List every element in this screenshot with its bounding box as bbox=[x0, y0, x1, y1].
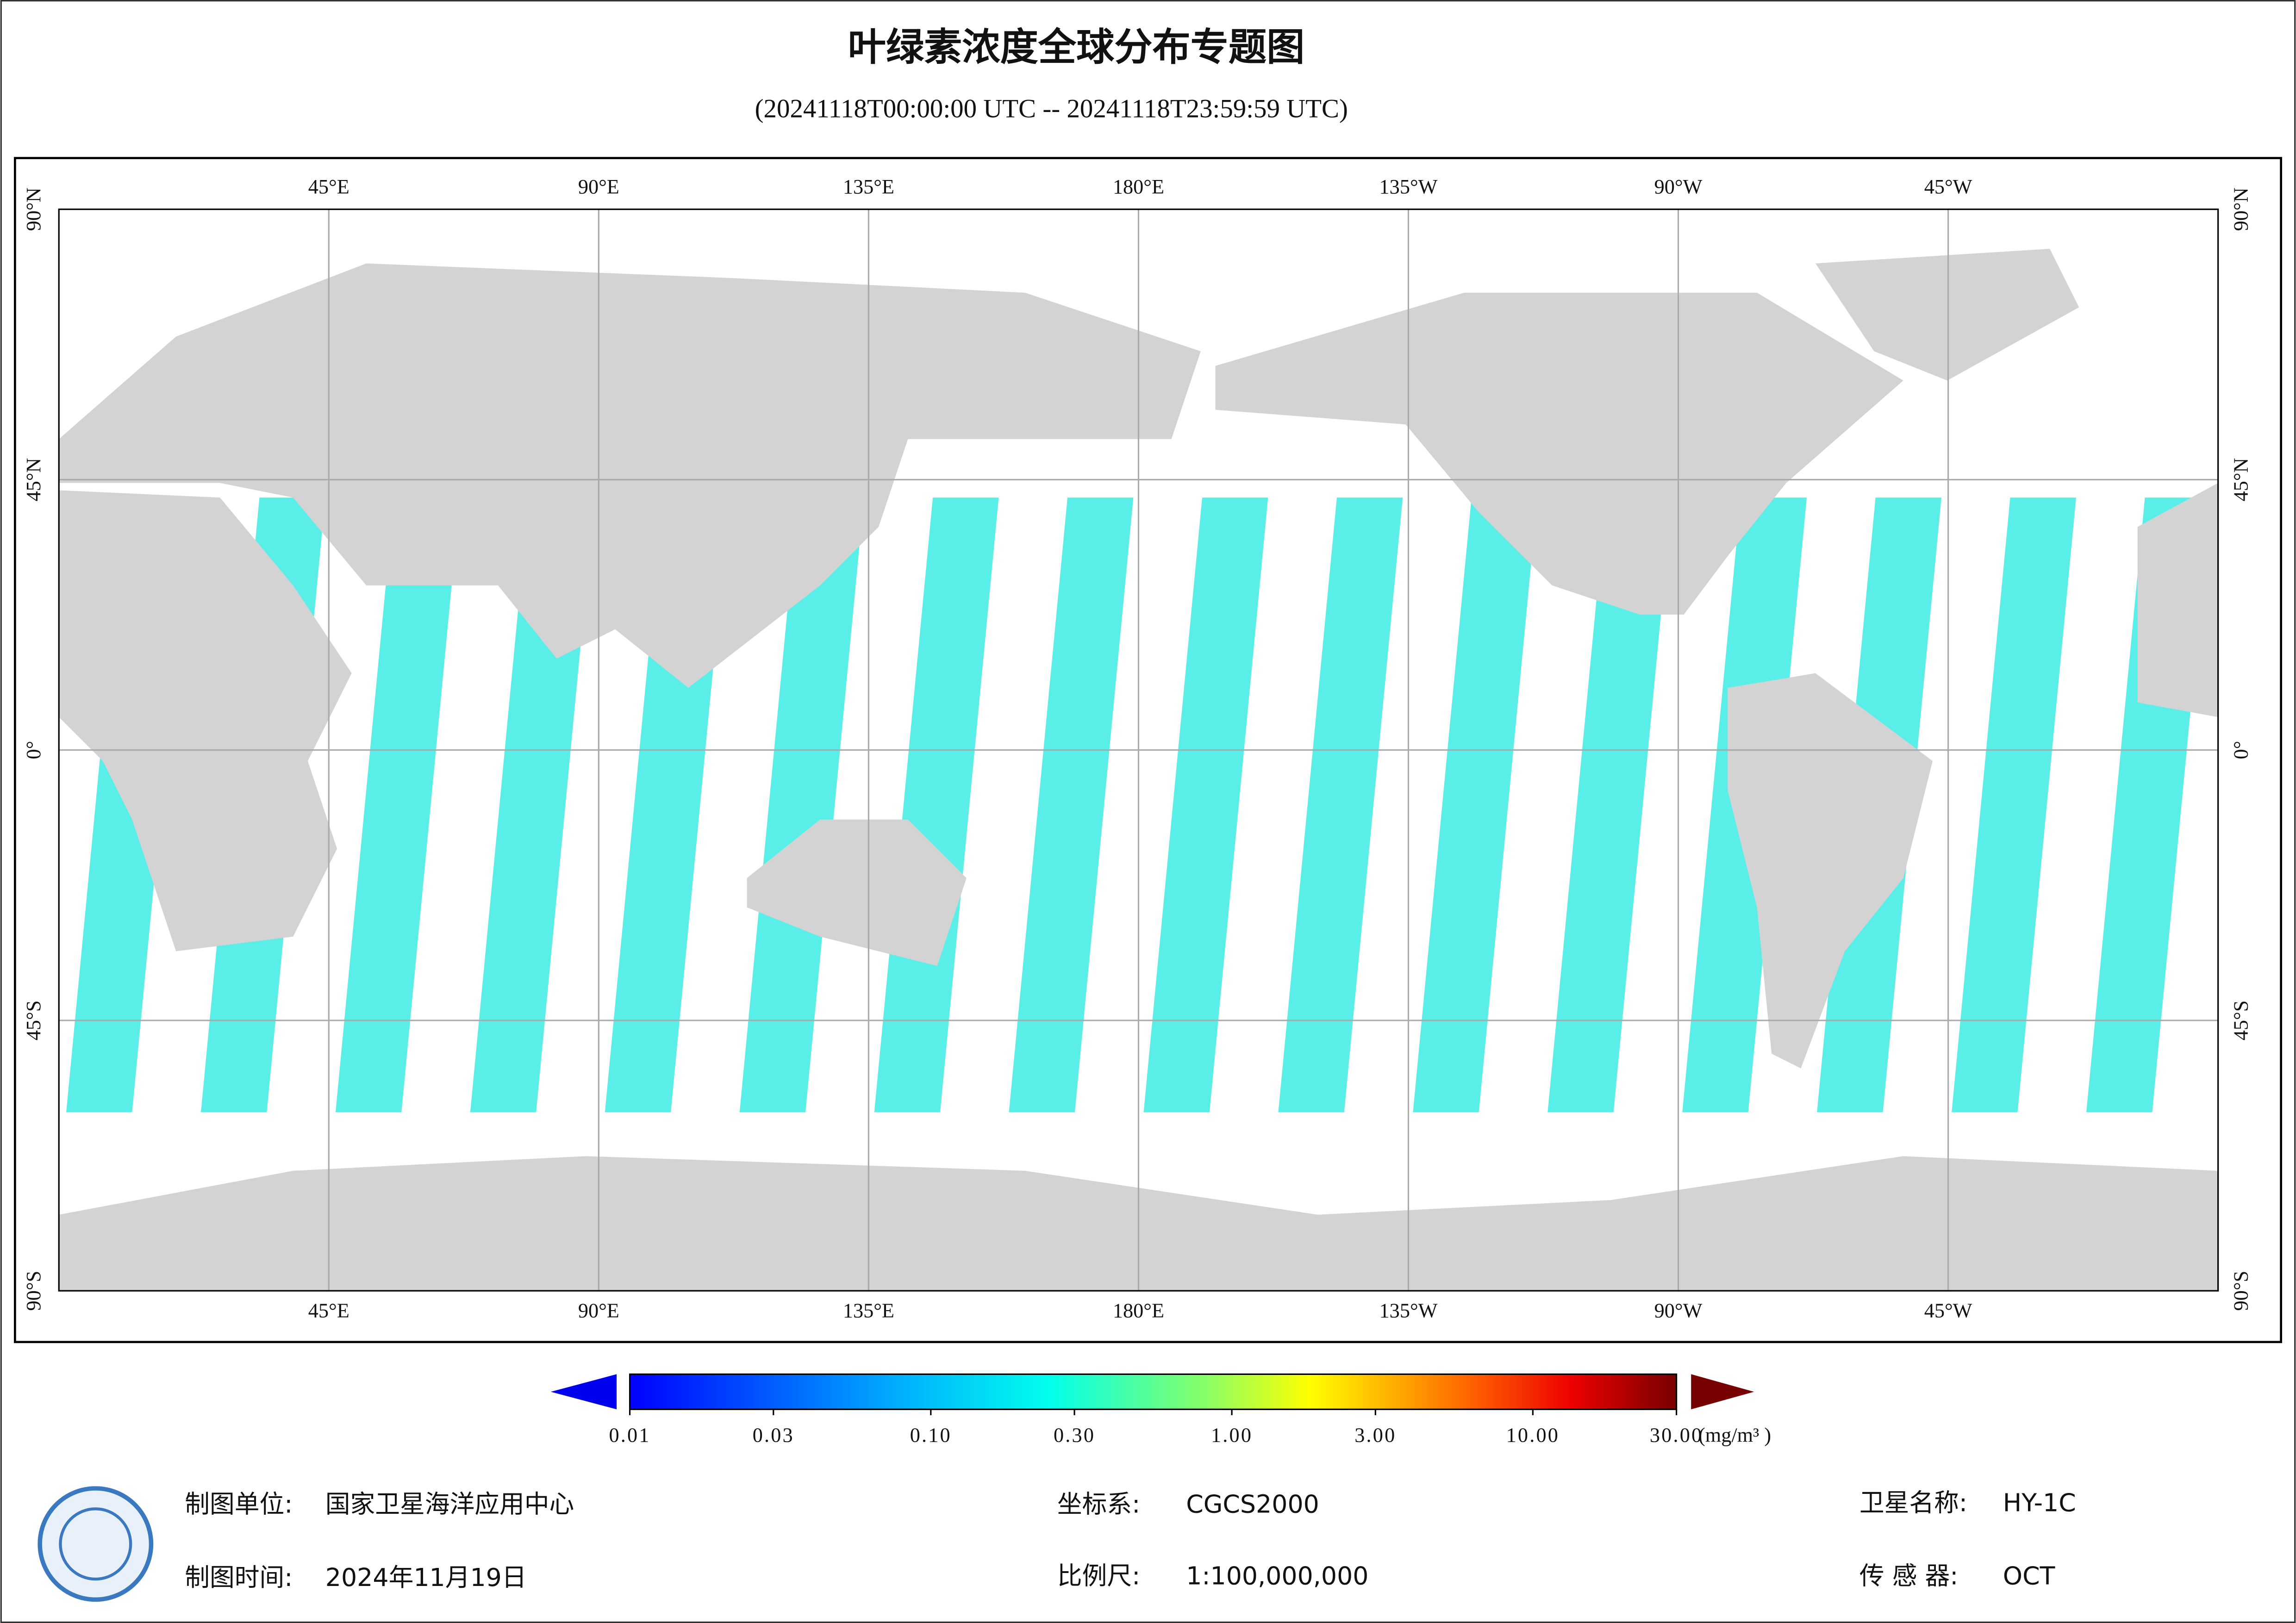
colorbar-tick-label: 1.00 bbox=[1211, 1424, 1253, 1447]
swath bbox=[739, 497, 864, 1113]
lat-label-left: 45°N bbox=[22, 458, 45, 501]
colorbar-tick-label: 0.30 bbox=[1054, 1424, 1095, 1447]
subtitle: (20241118T00:00:00 UTC -- 20241118T23:59… bbox=[755, 94, 1348, 123]
colorbar-tick-label: 0.03 bbox=[753, 1424, 794, 1447]
graticule-labels: 45°E 45°E 90°E 90°E 135°E 135°E 180°E 180°E 135°… bbox=[22, 175, 2252, 1322]
lat-label-right: 90°N bbox=[2230, 187, 2252, 231]
colorbar: 0.01 0.03 0.10 0.30 1.00 3.00 10.00 30.00 (mg/m… bbox=[550, 1373, 1771, 1447]
lat-label-right: 90°S bbox=[2230, 1271, 2252, 1311]
date-label: 制图时间: bbox=[185, 1563, 293, 1592]
scale: 1:100,000,000 bbox=[1186, 1561, 1368, 1591]
swath bbox=[1413, 497, 1538, 1113]
lon-label-bottom: 45°E bbox=[308, 1300, 349, 1322]
scale-label: 比例尺: bbox=[1057, 1561, 1140, 1591]
title: 叶绿素浓度全球分布专题图 bbox=[848, 25, 1305, 69]
lat-label-right: 0° bbox=[2230, 741, 2252, 759]
colorbar-tick-label: 30.00 bbox=[1650, 1424, 1703, 1447]
lon-label-bottom: 90°W bbox=[1654, 1300, 1703, 1322]
lon-label-bottom: 90°E bbox=[578, 1300, 619, 1322]
map bbox=[59, 209, 2218, 1291]
swath bbox=[1009, 497, 1134, 1113]
satellite-label: 卫星名称: bbox=[1859, 1488, 1967, 1517]
map-frame bbox=[14, 157, 2282, 1343]
lon-label-bottom: 135°W bbox=[1379, 1300, 1438, 1322]
colorbar-tick-label: 0.01 bbox=[609, 1424, 650, 1447]
unit: 国家卫星海洋应用中心 bbox=[325, 1490, 574, 1519]
swath bbox=[335, 497, 460, 1113]
lat-label-left: 90°S bbox=[22, 1271, 45, 1311]
swath bbox=[1143, 497, 1268, 1113]
lat-label-right: 45°N bbox=[2230, 458, 2252, 501]
lon-label-top: 180°E bbox=[1113, 175, 1164, 198]
colorbar-unit: (mg/m³ ) bbox=[1698, 1424, 1771, 1447]
colorbar-tick-label: 10.00 bbox=[1506, 1424, 1560, 1447]
logo bbox=[37, 1486, 154, 1602]
sensor: OCT bbox=[2003, 1561, 2055, 1591]
lon-label-top: 135°E bbox=[843, 175, 894, 198]
lat-label-left: 45°S bbox=[22, 1001, 45, 1041]
colorbar-tick-label: 3.00 bbox=[1354, 1424, 1396, 1447]
footer: 制图单位: 国家卫星海洋应用中心 制图时间: 2024年11月19日 坐标系: … bbox=[37, 1486, 2076, 1602]
lat-label-left: 90°N bbox=[22, 187, 45, 231]
logo-inner bbox=[59, 1507, 132, 1581]
satellite: HY-1C bbox=[2003, 1488, 2076, 1517]
lat-label-left: 0° bbox=[22, 741, 45, 759]
colorbar-bar bbox=[629, 1373, 1678, 1410]
swath bbox=[1952, 497, 2076, 1113]
swath bbox=[874, 497, 999, 1113]
lon-label-top: 90°W bbox=[1654, 175, 1703, 198]
lon-label-top: 45°E bbox=[308, 175, 349, 198]
lon-label-bottom: 180°E bbox=[1113, 1300, 1164, 1322]
crs: CGCS2000 bbox=[1186, 1490, 1319, 1519]
swath bbox=[1278, 497, 1403, 1113]
colorbar-low-arrow bbox=[550, 1374, 617, 1410]
colorbar-high-arrow bbox=[1691, 1374, 1754, 1410]
lon-label-top: 90°E bbox=[578, 175, 619, 198]
lon-label-top: 135°W bbox=[1379, 175, 1438, 198]
sensor-label: 传 感 器: bbox=[1859, 1561, 1959, 1591]
map-inner-frame bbox=[58, 208, 2219, 1292]
crs-label: 坐标系: bbox=[1057, 1490, 1140, 1519]
lon-label-top: 45°W bbox=[1924, 175, 1972, 198]
lon-label-bottom: 45°W bbox=[1924, 1300, 1972, 1322]
date: 2024年11月19日 bbox=[325, 1563, 527, 1592]
lon-label-bottom: 135°E bbox=[843, 1300, 894, 1322]
colorbar-tick-label: 0.10 bbox=[910, 1424, 952, 1447]
graticule bbox=[59, 209, 2218, 1291]
lat-label-right: 45°S bbox=[2230, 1001, 2252, 1041]
unit-label: 制图单位: bbox=[185, 1490, 293, 1519]
swath bbox=[1547, 497, 1672, 1113]
